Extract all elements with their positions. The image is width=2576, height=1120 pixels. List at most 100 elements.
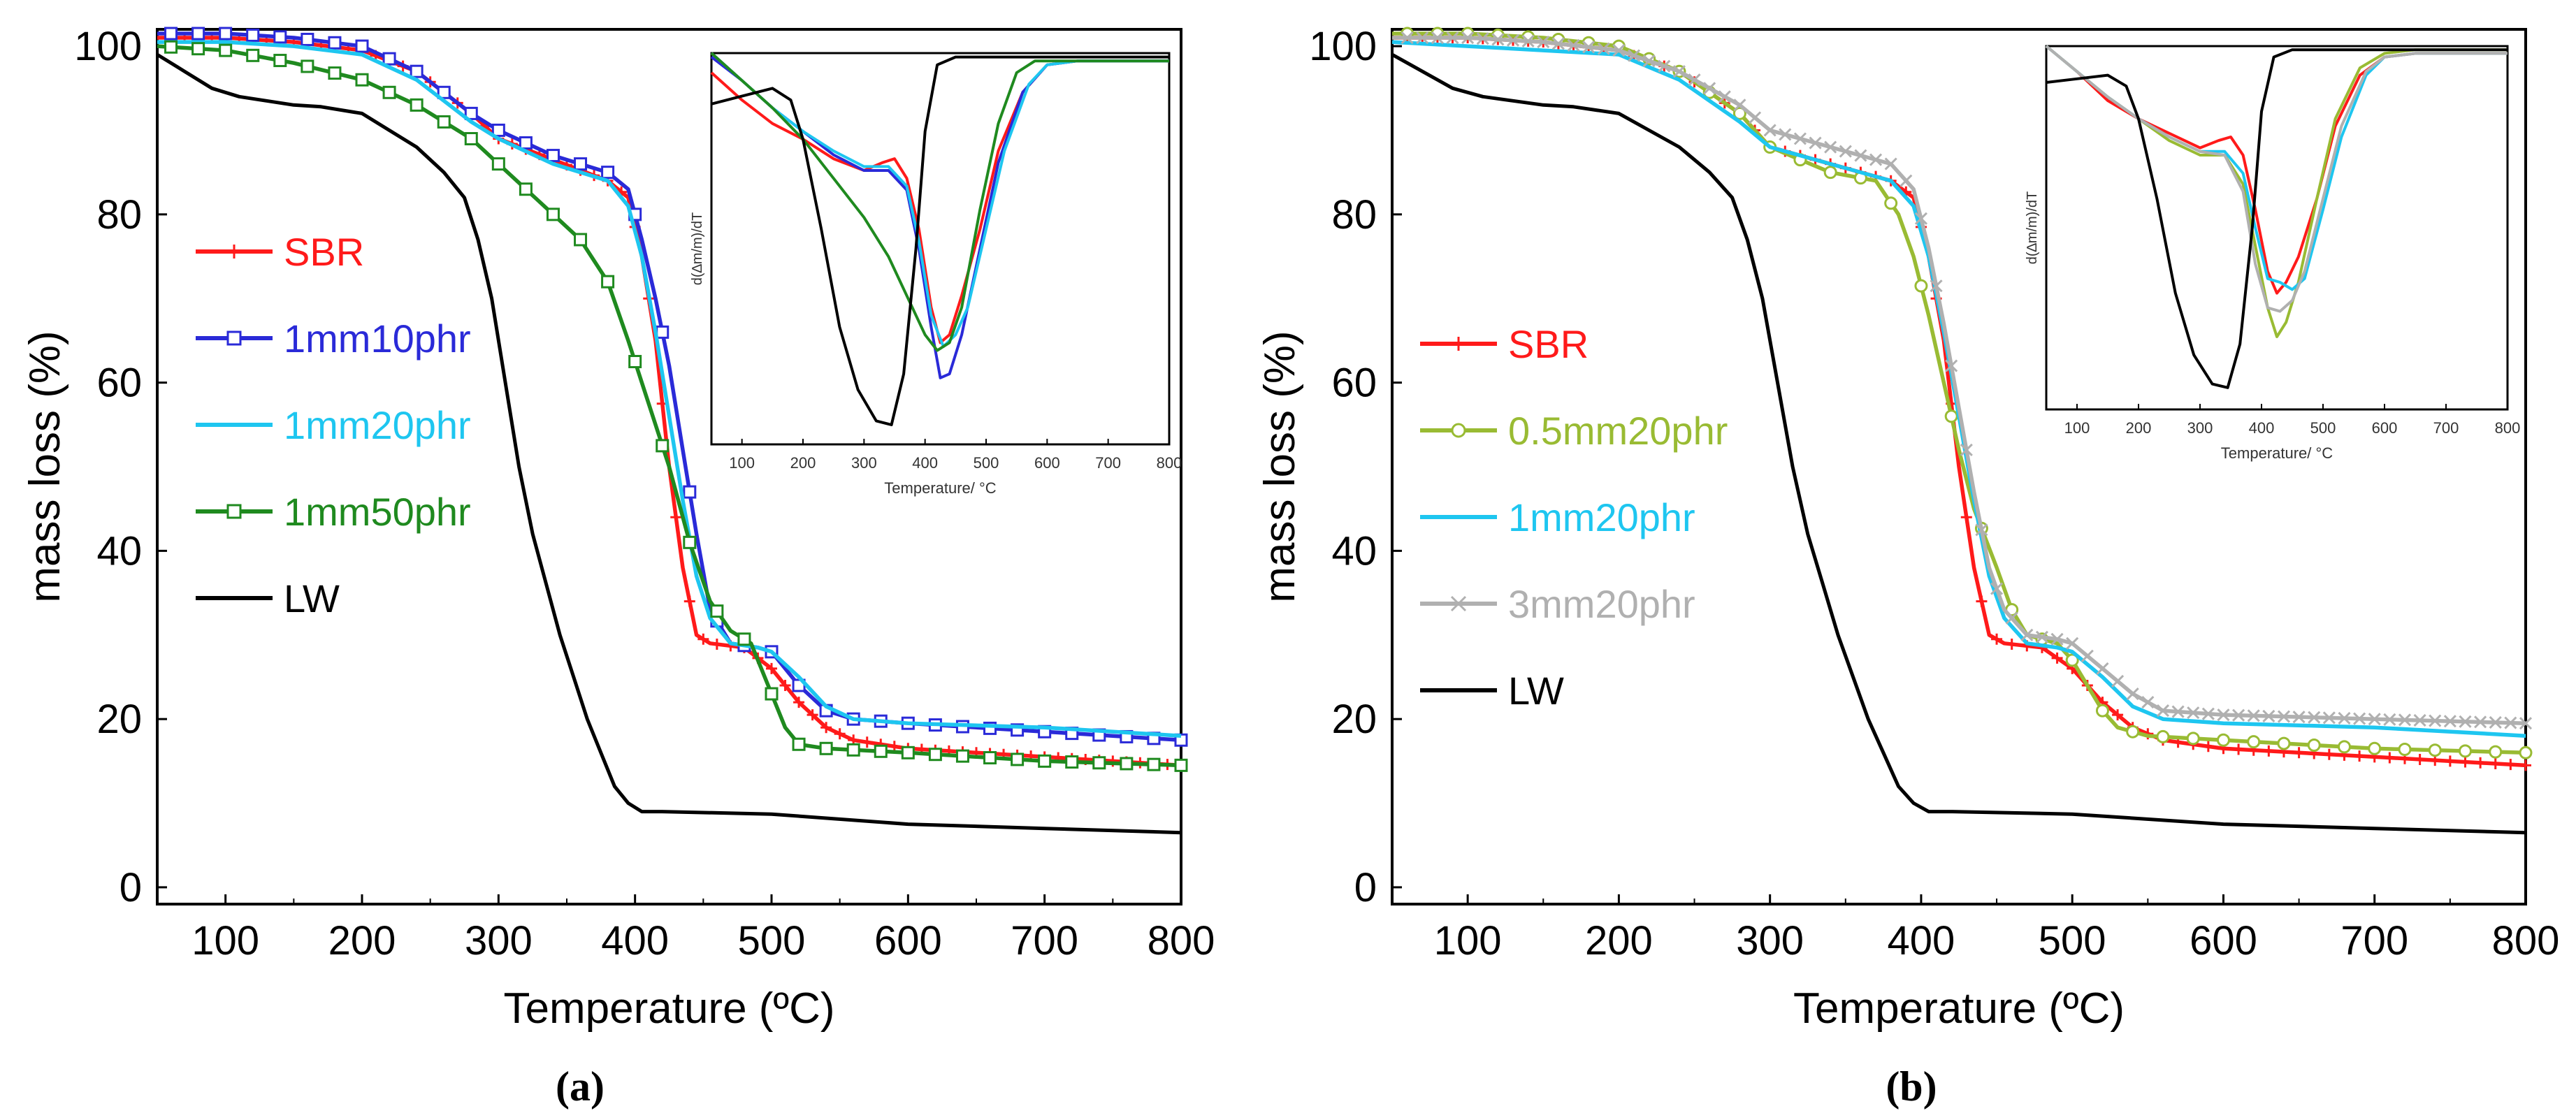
data-point <box>710 604 724 618</box>
inset-x-tick-label: 100 <box>2064 419 2090 437</box>
inset-frame <box>2045 45 2509 411</box>
data-point <box>1733 99 1746 112</box>
data-point <box>2474 715 2487 729</box>
data-point <box>2443 715 2456 728</box>
data-point <box>792 737 806 751</box>
data-point <box>1976 595 1988 607</box>
inset-x-tick-label: 500 <box>2310 419 2336 437</box>
data-point <box>955 749 969 763</box>
inset-x-tick-label: 300 <box>2187 419 2213 437</box>
data-point <box>2247 735 2261 749</box>
data-point <box>574 233 588 247</box>
data-point <box>1506 34 1520 47</box>
data-point <box>2322 711 2336 725</box>
data-point <box>901 746 915 759</box>
data-point <box>1642 54 1656 68</box>
data-point <box>2414 753 2426 765</box>
legend-marker <box>1451 423 1466 438</box>
series-line <box>157 40 1182 738</box>
x-tick-label: 200 <box>328 918 396 963</box>
data-point <box>2384 752 2396 764</box>
data-point <box>820 722 832 734</box>
data-point <box>1401 31 1414 45</box>
data-point <box>574 157 588 171</box>
data-point <box>1930 279 1943 293</box>
chart-panel-a: 100 200 300 400 500 600 700 800 0 20 40 60 80 100 Temp… <box>21 24 1215 1110</box>
data-point <box>1461 31 1475 45</box>
data-point <box>2489 757 2501 769</box>
x-tick-label: 500 <box>2039 918 2106 963</box>
data-point <box>1884 157 1897 170</box>
x-tick-label: 700 <box>2340 918 2408 963</box>
inset-x-tick-label: 800 <box>2495 419 2521 437</box>
data-point <box>2035 630 2049 643</box>
data-point <box>2201 707 2215 720</box>
data-point <box>1900 174 1913 187</box>
data-point <box>1718 90 1731 103</box>
data-point <box>246 28 260 42</box>
data-point <box>1914 212 1927 225</box>
data-point <box>2323 748 2335 760</box>
legend-marker <box>227 245 241 259</box>
data-point <box>355 39 369 53</box>
data-point <box>2398 713 2412 727</box>
data-point <box>2519 746 2533 759</box>
data-point <box>219 43 233 57</box>
x-tick-label: 200 <box>1585 918 1653 963</box>
inset-chart: 100 200 300 400 500 600 700 800 Temperature/ °C d… <box>690 52 1182 497</box>
data-point <box>2262 709 2275 723</box>
data-point <box>164 27 178 41</box>
data-point <box>1809 136 1822 150</box>
y-tick-label: 80 <box>96 192 142 238</box>
inset-x-tick-label: 700 <box>1095 454 1121 472</box>
data-point <box>2429 714 2442 727</box>
data-point <box>697 633 709 645</box>
data-point <box>628 355 642 369</box>
data-point <box>2353 712 2366 725</box>
data-point <box>2504 716 2517 729</box>
data-point <box>2065 653 2079 667</box>
data-point <box>2186 732 2200 746</box>
data-point <box>164 40 178 54</box>
data-point <box>2020 628 2034 641</box>
data-point <box>519 136 533 150</box>
data-point <box>1147 757 1161 771</box>
data-point <box>491 123 505 137</box>
x-tick-label: 600 <box>874 918 942 963</box>
inset-x-tick-label: 800 <box>1157 454 1182 472</box>
data-point <box>683 535 697 549</box>
legend-label: 1mm50phr <box>284 490 471 534</box>
inset-x-tick-label: 400 <box>2249 419 2275 437</box>
data-point <box>1763 124 1777 137</box>
data-point <box>2050 632 2064 646</box>
data-point <box>683 595 695 607</box>
data-point <box>2202 741 2214 752</box>
data-point <box>2398 742 2412 756</box>
data-point <box>464 106 478 120</box>
data-point <box>2095 704 2109 718</box>
x-tick-label: 400 <box>1888 918 1955 963</box>
inset-x-tick-label: 700 <box>2433 419 2459 437</box>
data-point <box>1960 511 1972 523</box>
x-axis-title: Temperature (ºC) <box>504 984 835 1033</box>
data-point <box>1824 140 1837 154</box>
data-point <box>765 687 779 701</box>
inset-y-axis-title: d(∆m/m)/dT <box>690 212 705 285</box>
series-line <box>1391 52 2526 835</box>
y-axis-title: mass loss (%) <box>1256 330 1304 602</box>
data-point <box>1627 49 1641 62</box>
data-point <box>2292 711 2306 724</box>
data-point <box>1672 65 1686 78</box>
legend-label: SBR <box>284 230 364 274</box>
data-point <box>1612 44 1626 57</box>
chart-panel-b: 100 200 300 400 500 600 700 800 0 20 40 60 80 100 Temp… <box>1256 24 2559 1110</box>
y-tick-label: 80 <box>1331 192 1377 238</box>
data-point <box>1748 111 1762 124</box>
data-point <box>2156 704 2170 718</box>
inset-x-tick-label: 300 <box>851 454 877 472</box>
legend-label: 1mm20phr <box>284 403 471 447</box>
data-point <box>2428 743 2442 757</box>
data-point <box>711 639 723 650</box>
data-point <box>2308 711 2321 724</box>
data-point <box>1779 128 1792 141</box>
